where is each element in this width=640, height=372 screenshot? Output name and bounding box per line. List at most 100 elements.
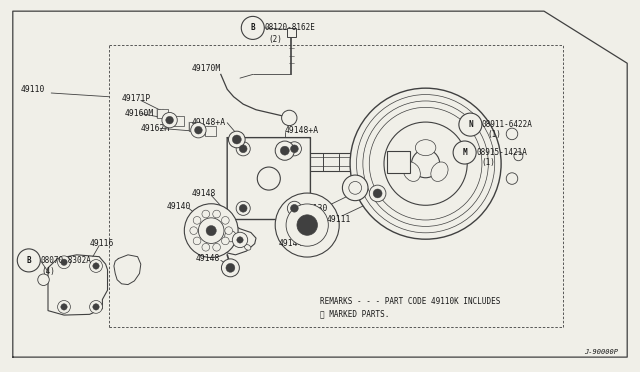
Text: N: N — [468, 120, 473, 129]
Text: 49116: 49116 — [90, 239, 114, 248]
Circle shape — [193, 237, 201, 245]
Text: 08915-1421A: 08915-1421A — [476, 148, 527, 157]
Text: J-90000P: J-90000P — [584, 349, 618, 355]
Circle shape — [198, 218, 224, 243]
Circle shape — [191, 122, 206, 138]
Circle shape — [287, 142, 301, 156]
Circle shape — [287, 201, 301, 215]
Ellipse shape — [225, 231, 236, 242]
Circle shape — [93, 304, 99, 310]
Circle shape — [342, 175, 368, 201]
Circle shape — [350, 88, 501, 239]
Ellipse shape — [415, 140, 436, 156]
Circle shape — [459, 113, 482, 136]
Text: B: B — [250, 23, 255, 32]
Text: (2): (2) — [269, 35, 283, 44]
Circle shape — [212, 210, 220, 218]
Circle shape — [232, 135, 241, 144]
Circle shape — [239, 205, 247, 212]
Circle shape — [237, 237, 243, 243]
Circle shape — [202, 210, 210, 218]
Circle shape — [61, 304, 67, 310]
Text: 49171P: 49171P — [122, 94, 151, 103]
Circle shape — [58, 256, 70, 269]
Text: 49140: 49140 — [166, 202, 191, 211]
Circle shape — [453, 141, 476, 164]
Circle shape — [373, 189, 382, 198]
Text: 49148: 49148 — [195, 254, 220, 263]
Circle shape — [286, 204, 328, 246]
Circle shape — [236, 201, 250, 215]
Circle shape — [280, 146, 289, 155]
FancyBboxPatch shape — [227, 138, 310, 219]
Bar — [387, 151, 410, 173]
Text: 49111: 49111 — [326, 215, 351, 224]
Circle shape — [90, 260, 102, 272]
Circle shape — [221, 217, 229, 224]
Text: 49148: 49148 — [192, 189, 216, 198]
Circle shape — [514, 152, 523, 161]
Text: 49110: 49110 — [20, 85, 45, 94]
Bar — [173, 116, 184, 126]
Circle shape — [506, 173, 518, 184]
Text: 08120-8162E: 08120-8162E — [264, 23, 315, 32]
Circle shape — [17, 249, 40, 272]
Text: 49170M: 49170M — [192, 64, 221, 73]
Ellipse shape — [403, 162, 420, 182]
Circle shape — [291, 145, 298, 153]
Circle shape — [206, 225, 216, 236]
Circle shape — [193, 217, 201, 224]
Circle shape — [369, 185, 386, 202]
Text: 49148+A: 49148+A — [192, 118, 226, 127]
Circle shape — [291, 205, 298, 212]
Circle shape — [384, 122, 467, 205]
Text: 08911-6422A: 08911-6422A — [482, 120, 532, 129]
Circle shape — [282, 110, 297, 126]
Text: (1): (1) — [488, 130, 502, 139]
Ellipse shape — [431, 162, 448, 182]
Circle shape — [241, 16, 264, 39]
Bar — [307, 153, 413, 171]
Circle shape — [195, 126, 202, 134]
Circle shape — [232, 232, 248, 248]
Circle shape — [38, 274, 49, 285]
Circle shape — [275, 141, 294, 160]
Circle shape — [239, 145, 247, 153]
Circle shape — [184, 204, 238, 257]
Circle shape — [90, 301, 102, 313]
Circle shape — [162, 112, 177, 128]
Text: 49160M: 49160M — [125, 109, 154, 118]
Text: M: M — [462, 148, 467, 157]
Text: 49162M: 49162M — [141, 124, 170, 133]
Circle shape — [412, 150, 440, 178]
Bar — [205, 126, 216, 136]
Circle shape — [58, 301, 70, 313]
Circle shape — [297, 215, 317, 235]
Circle shape — [212, 243, 220, 251]
Circle shape — [228, 131, 245, 148]
Ellipse shape — [236, 239, 244, 246]
Circle shape — [257, 167, 280, 190]
Bar — [189, 122, 200, 131]
Circle shape — [236, 142, 250, 156]
Circle shape — [61, 259, 67, 266]
Circle shape — [93, 263, 99, 269]
Text: ⓐ MARKED PARTS.: ⓐ MARKED PARTS. — [320, 310, 389, 319]
Ellipse shape — [244, 245, 251, 250]
Circle shape — [221, 237, 229, 245]
Circle shape — [506, 128, 518, 140]
Circle shape — [221, 259, 239, 277]
Text: B: B — [26, 256, 31, 265]
Text: 49148+A: 49148+A — [285, 126, 319, 135]
Circle shape — [226, 263, 235, 272]
Text: 08070-8302A: 08070-8302A — [40, 256, 91, 265]
Text: 49144: 49144 — [278, 239, 303, 248]
Circle shape — [349, 182, 362, 194]
Circle shape — [202, 243, 210, 251]
Polygon shape — [48, 255, 108, 315]
Text: 49130: 49130 — [304, 204, 328, 213]
Circle shape — [190, 227, 198, 234]
Circle shape — [225, 227, 232, 234]
Text: (4): (4) — [42, 267, 56, 276]
Text: (1): (1) — [481, 158, 495, 167]
